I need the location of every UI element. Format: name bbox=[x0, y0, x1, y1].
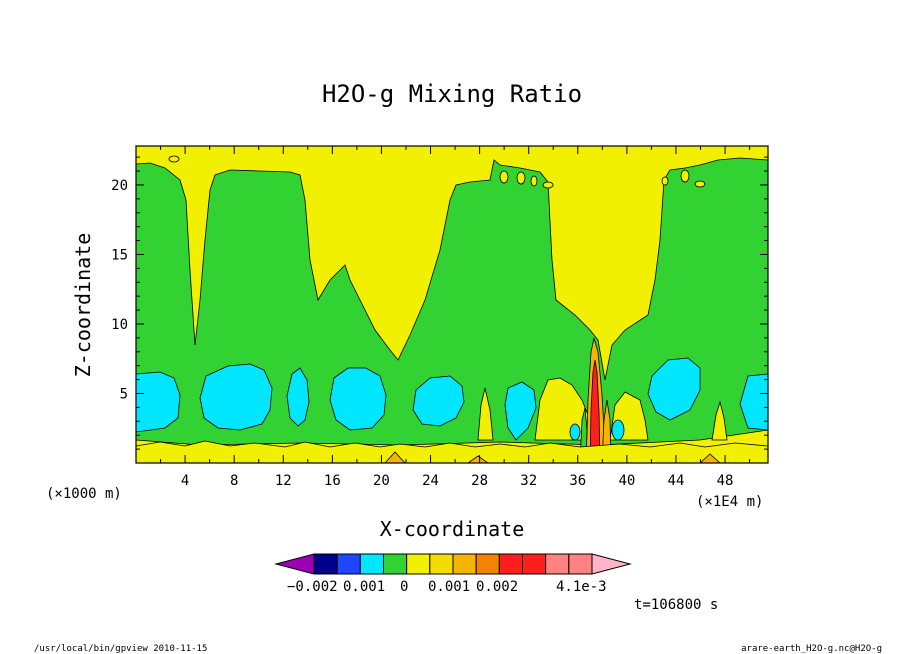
yellow-spot bbox=[680, 169, 690, 183]
colorbar-bin bbox=[406, 553, 431, 575]
yellow-spot bbox=[168, 155, 180, 163]
level-cyan-blob bbox=[199, 363, 273, 431]
colorbar-low-arrow bbox=[274, 553, 315, 575]
colorbar-labels: −0.002 0.001 0 0.001 0.002 4.1e-3 bbox=[287, 579, 607, 595]
x-tick-label: 48 bbox=[717, 473, 734, 489]
level-cyan-blob bbox=[504, 381, 537, 441]
level-cyan-blob bbox=[569, 423, 581, 441]
y-tick-label: 10 bbox=[111, 317, 128, 333]
yellow-spot bbox=[694, 180, 706, 188]
colorbar-bin bbox=[498, 553, 524, 575]
x-tick-label: 44 bbox=[668, 473, 685, 489]
x-axis-title: X-coordinate bbox=[380, 517, 525, 541]
level-orange-bottom bbox=[467, 455, 489, 463]
y-axis-title: Z-coordinate bbox=[71, 233, 95, 378]
yellow-spot bbox=[530, 175, 538, 187]
colorbar-label: 0.001 bbox=[343, 579, 385, 595]
x-tick-label: 40 bbox=[618, 473, 635, 489]
colorbar-bin bbox=[313, 553, 338, 575]
x-tick-label: 12 bbox=[275, 473, 292, 489]
level-cyan-blob bbox=[329, 367, 387, 431]
colorbar bbox=[274, 553, 632, 575]
colorbar-label: 4.1e-3 bbox=[556, 579, 607, 595]
y-axis-unit: (×1000 m) bbox=[46, 486, 122, 502]
x-tick-label: 16 bbox=[324, 473, 341, 489]
contour-field bbox=[136, 146, 768, 463]
x-tick-label: 24 bbox=[422, 473, 439, 489]
footer-left: /usr/local/bin/gpview 2010-11-15 bbox=[34, 644, 207, 654]
x-axis-unit: (×1E4 m) bbox=[696, 494, 763, 510]
level-cyan-blob bbox=[647, 357, 701, 421]
level-cyan-blob bbox=[136, 371, 181, 433]
colorbar-label: 0.002 bbox=[476, 579, 518, 595]
yellow-spot bbox=[516, 171, 526, 185]
level-yellow-bottom bbox=[136, 440, 768, 463]
y-tick-label: 20 bbox=[111, 178, 128, 194]
yellow-spot bbox=[542, 181, 554, 189]
y-tick-label: 5 bbox=[120, 386, 128, 402]
footer-right: arare-earth_H2O-g.nc@H2O-g bbox=[741, 644, 882, 654]
colorbar-bin bbox=[452, 553, 477, 575]
yellow-intrusion bbox=[711, 400, 728, 441]
yellow-intrusion bbox=[477, 387, 494, 441]
x-tick-label: 8 bbox=[230, 473, 238, 489]
x-tick-label: 20 bbox=[373, 473, 390, 489]
x-tick-label: 36 bbox=[569, 473, 586, 489]
yellow-spot bbox=[661, 176, 669, 186]
colorbar-label: 0 bbox=[400, 579, 408, 595]
colorbar-label: −0.002 bbox=[287, 579, 338, 595]
level-cyan-blob bbox=[412, 375, 465, 427]
colorbar-bin bbox=[545, 553, 570, 575]
yellow-spot bbox=[499, 170, 509, 184]
time-label: t=106800 s bbox=[634, 597, 718, 613]
level-cyan-blob bbox=[739, 373, 768, 431]
x-tick-label: 32 bbox=[520, 473, 537, 489]
colorbar-bin bbox=[383, 553, 408, 575]
y-axis: 5 10 15 20 bbox=[111, 156, 768, 450]
plot-frame bbox=[135, 145, 769, 464]
level-cyan-blob bbox=[611, 419, 625, 441]
colorbar-bin bbox=[568, 553, 593, 575]
level-orange-bottom bbox=[699, 453, 721, 463]
x-tick-label: 4 bbox=[181, 473, 189, 489]
colorbar-bin bbox=[522, 553, 547, 575]
colorbar-bin bbox=[475, 553, 500, 575]
colorbar-bin bbox=[429, 553, 454, 575]
chart-title: H2O-g Mixing Ratio bbox=[322, 80, 582, 108]
x-axis: 4 8 12 16 20 24 28 32 36 40 44 48 bbox=[160, 146, 751, 489]
colorbar-label: 0.001 bbox=[428, 579, 470, 595]
y-tick-label: 15 bbox=[111, 247, 128, 263]
colorbar-high-arrow bbox=[591, 553, 632, 575]
level-cyan-blob bbox=[286, 367, 310, 427]
level-orange-bottom bbox=[384, 451, 406, 463]
colorbar-bin bbox=[359, 553, 385, 575]
x-tick-label: 28 bbox=[471, 473, 488, 489]
colorbar-bin bbox=[336, 553, 361, 575]
